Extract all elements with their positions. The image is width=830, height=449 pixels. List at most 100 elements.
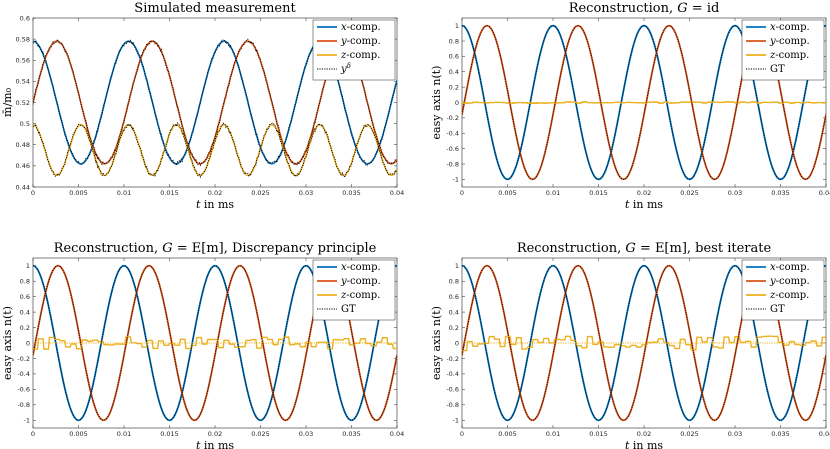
y-axis-label: easy axis n(t) xyxy=(430,306,443,380)
chart-panel-3: Reconstruction, G = E[m], Discrepancy pr… xyxy=(1,241,404,449)
legend-entry: x-comp. xyxy=(341,262,381,273)
legend-entry: y-comp. xyxy=(340,36,381,47)
series-gt-y xyxy=(33,265,397,421)
series-gt-y xyxy=(462,265,826,421)
x-tick-label: 0.015 xyxy=(589,189,608,197)
x-tick-label: 0.005 xyxy=(69,189,88,197)
legend-box xyxy=(312,19,396,81)
y-axis-label: easy axis n(t) xyxy=(430,66,443,140)
y-tick-label: -0.4 xyxy=(446,370,459,378)
x-tick-label: 0.03 xyxy=(728,189,742,197)
chart-panel-4: Reconstruction, G = E[m], best iterate 0 0… xyxy=(430,241,830,449)
chart-panel-2: Reconstruction, G = id 0 0.005 0.01 0.015 0.0… xyxy=(430,1,830,211)
legend-entry: z-comp. xyxy=(340,290,380,301)
y-tick-label: 0.6 xyxy=(20,293,30,301)
series-gt-x xyxy=(462,25,826,180)
y-tick-label: 0.54 xyxy=(16,78,30,86)
y-tick-label: 0.2 xyxy=(449,83,459,91)
x-tick-label: 0.035 xyxy=(342,430,361,438)
x-tick-label: 0.04 xyxy=(390,430,404,438)
y-tick-label: 0.8 xyxy=(20,277,30,285)
series-gt-x xyxy=(462,265,826,421)
y-tick-label: -0.2 xyxy=(446,355,459,363)
y-axis-label: m̄/m₀ xyxy=(1,87,14,117)
legend: x-comp. y-comp. z-comp. GT xyxy=(741,259,825,321)
chart-title: Simulated measurement xyxy=(134,1,296,16)
y-tick-label: -0.4 xyxy=(17,370,30,378)
y-tick-label: -0.8 xyxy=(17,401,30,409)
legend-box xyxy=(741,19,825,81)
y-tick-label: -1 xyxy=(453,417,459,425)
x-tick-label: 0.005 xyxy=(498,189,517,197)
y-tick-label: 0.44 xyxy=(16,183,30,191)
x-tick-label: 0.01 xyxy=(546,430,560,438)
x-tick-label: 0.005 xyxy=(498,430,517,438)
series-line-z-comp xyxy=(33,336,397,350)
y-tick-label: 0.5 xyxy=(20,120,30,128)
y-tick-label: 0.52 xyxy=(16,99,30,107)
legend-box xyxy=(312,259,396,321)
chart-title: Reconstruction, G = E[m], best iterate xyxy=(517,241,772,256)
x-axis-label: t in ms xyxy=(625,439,663,449)
x-tick-label: 0.01 xyxy=(546,189,560,197)
legend: x-comp. y-comp. z-comp. GT xyxy=(741,19,825,81)
x-tick-label: 0.02 xyxy=(208,189,222,197)
legend-entry: y-comp. xyxy=(340,276,381,287)
chart-panel-1: Simulated measurement 0 0.005 0.01 0.015 0.02… xyxy=(1,1,404,211)
y-tick-label: 0.2 xyxy=(449,324,459,332)
x-tick-label: 0.01 xyxy=(117,189,131,197)
y-tick-label: -1 xyxy=(24,417,30,425)
x-tick-label: 0.035 xyxy=(771,189,790,197)
y-tick-label: 1 xyxy=(26,262,30,270)
x-tick-label: 0.025 xyxy=(680,430,699,438)
legend: x-comp. y-comp. z-comp. GT xyxy=(312,259,396,321)
y-tick-label: 0 xyxy=(455,339,459,347)
legend-entry: z-comp. xyxy=(769,290,809,301)
x-tick-label: 0.025 xyxy=(251,430,270,438)
x-tick-label: 0.035 xyxy=(771,430,790,438)
x-tick-label: 0.02 xyxy=(208,430,222,438)
x-tick-label: 0.04 xyxy=(819,189,830,197)
x-tick-label: 0.02 xyxy=(637,430,651,438)
x-tick-label: 0.03 xyxy=(728,430,742,438)
chart-title: Reconstruction, G = id xyxy=(569,1,720,16)
series-line-z-comp xyxy=(462,335,826,352)
series-gt-y xyxy=(462,25,826,180)
legend-entry: y-comp. xyxy=(769,276,810,287)
x-tick-label: 0.04 xyxy=(390,189,404,197)
legend-box xyxy=(741,259,825,321)
legend-entry: z-comp. xyxy=(769,50,809,61)
legend-entry: x-comp. xyxy=(770,262,810,273)
series-group xyxy=(462,264,826,422)
x-tick-label: 0.015 xyxy=(160,430,179,438)
legend-entry: x-comp. xyxy=(770,22,810,33)
x-axis-label: t in ms xyxy=(196,198,234,211)
y-tick-label: 0.6 xyxy=(20,14,30,22)
y-tick-label: 0.4 xyxy=(449,308,459,316)
y-tick-label: 0.6 xyxy=(449,293,459,301)
y-tick-label: -1 xyxy=(453,176,459,184)
x-tick-label: 0.03 xyxy=(299,189,313,197)
x-axis-label: t in ms xyxy=(196,439,234,449)
y-tick-label: 0.4 xyxy=(20,308,30,316)
y-tick-label: 0.4 xyxy=(449,68,459,76)
x-tick-label: 0.025 xyxy=(251,189,270,197)
y-tick-label: 0.58 xyxy=(16,35,30,43)
y-tick-label: -0.8 xyxy=(446,160,459,168)
x-tick-label: 0.02 xyxy=(637,189,651,197)
x-tick-label: 0.03 xyxy=(299,430,313,438)
x-tick-label: 0 xyxy=(460,189,464,197)
legend-entry: GT xyxy=(770,64,785,75)
x-axis-label: t in ms xyxy=(625,198,663,211)
x-tick-label: 0 xyxy=(31,430,35,438)
y-tick-label: -0.6 xyxy=(446,145,459,153)
chart-title: Reconstruction, G = E[m], Discrepancy pr… xyxy=(54,241,377,256)
x-tick-label: 0.005 xyxy=(69,430,88,438)
x-tick-label: 0.015 xyxy=(589,430,608,438)
y-tick-label: 0.56 xyxy=(16,57,30,65)
y-tick-label: 0 xyxy=(455,99,459,107)
y-tick-label: -0.6 xyxy=(17,386,30,394)
y-axis-label: easy axis n(t) xyxy=(1,306,14,380)
y-tick-label: 0.8 xyxy=(449,37,459,45)
